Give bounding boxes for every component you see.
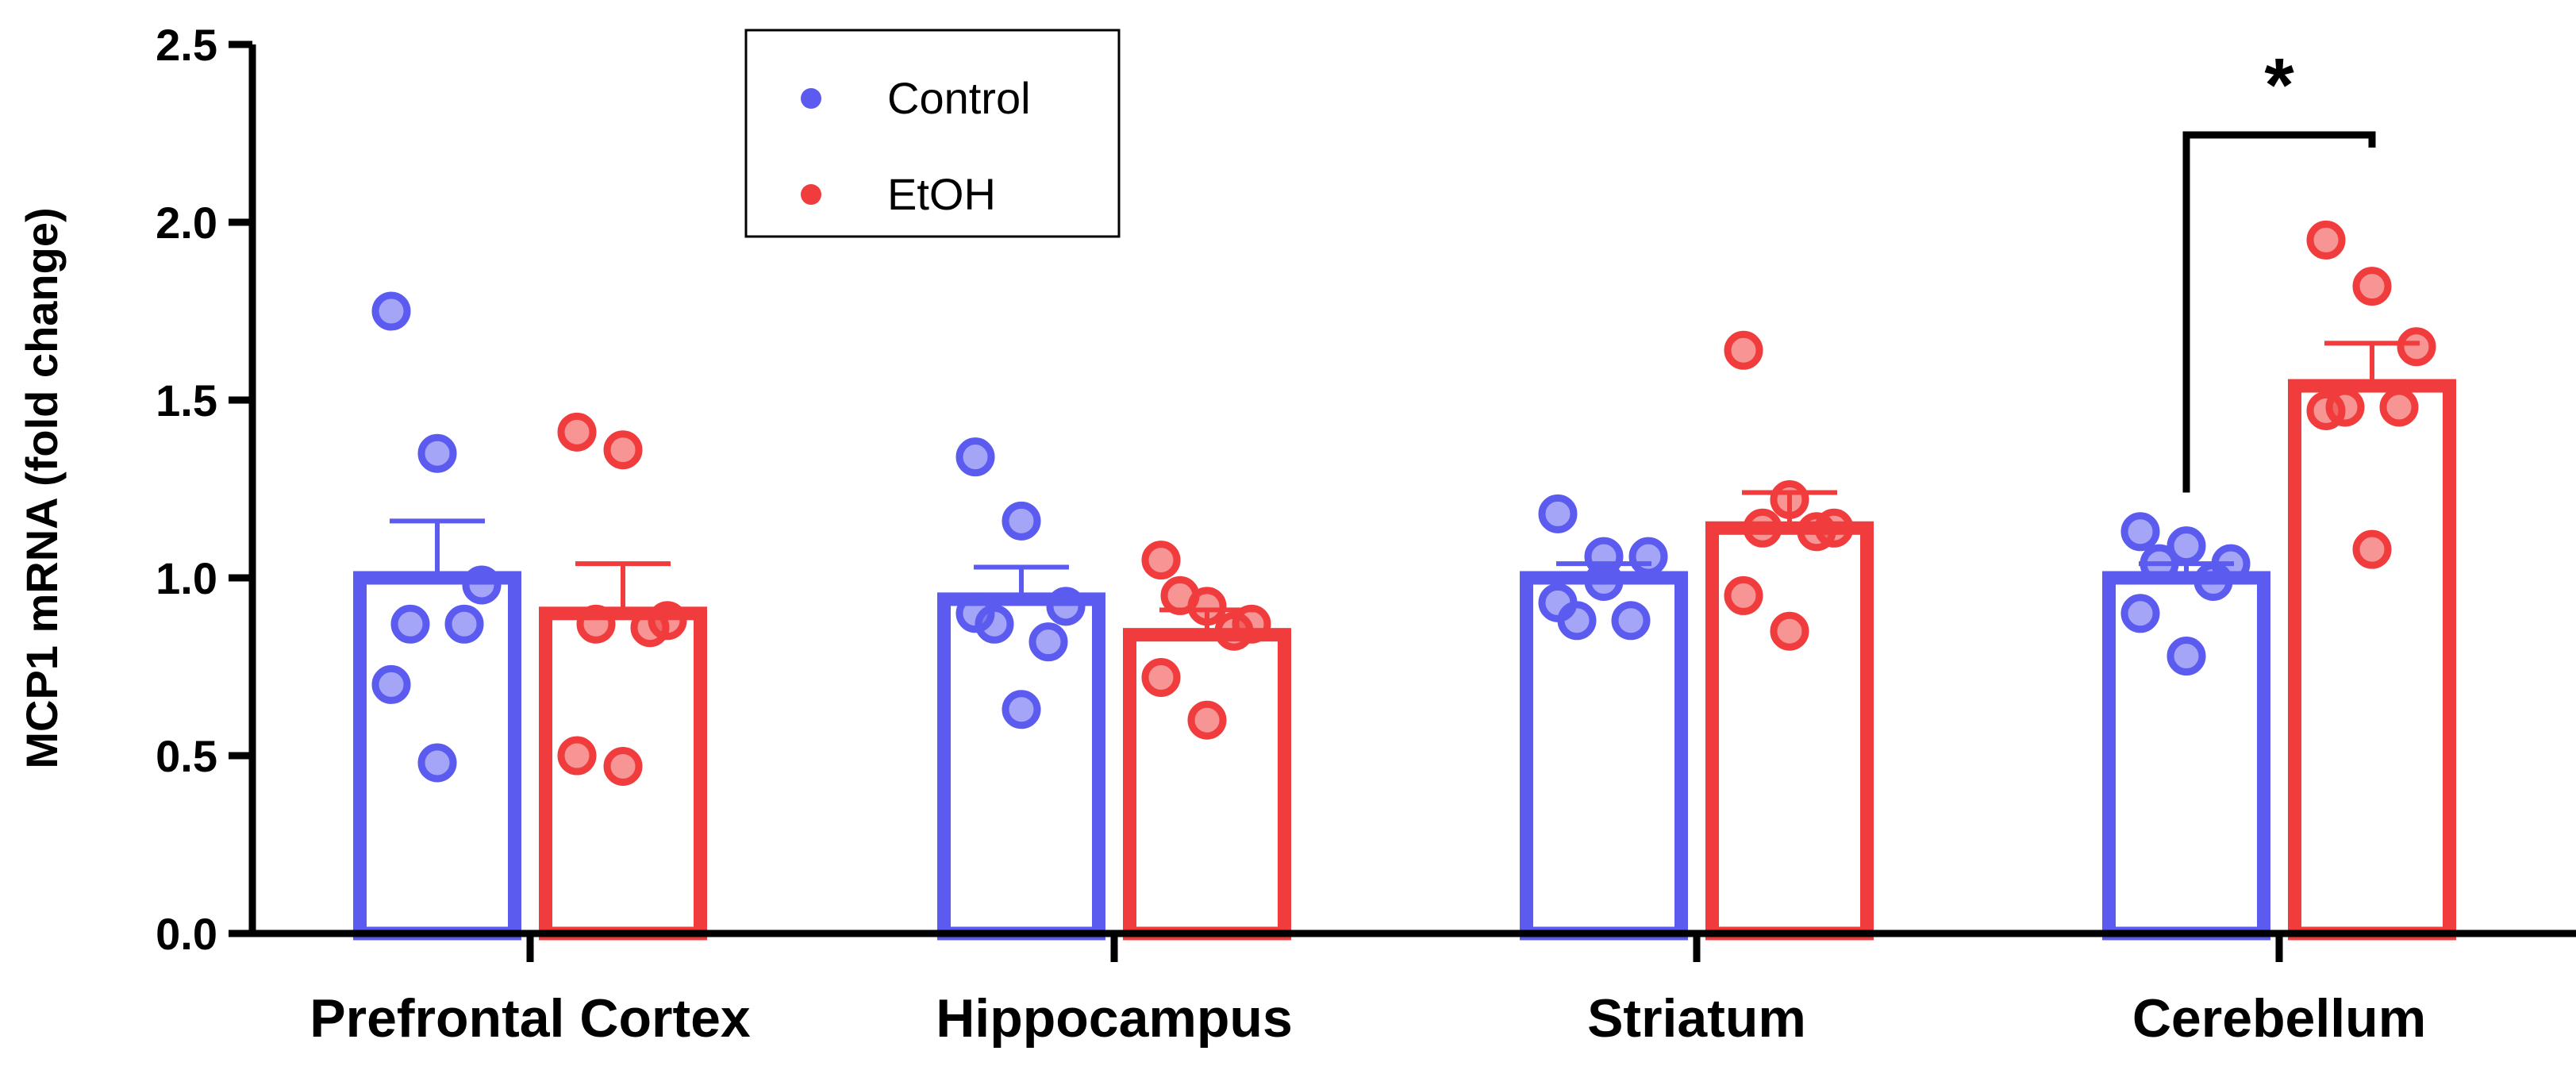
point-etoh — [1797, 512, 1836, 552]
point-etoh — [603, 746, 643, 786]
point-etoh — [1187, 700, 1227, 740]
point-control — [2120, 594, 2160, 633]
y-axis-label: MCP1 mRNA (fold change) — [17, 207, 67, 768]
point-control — [2193, 561, 2233, 601]
point-etoh — [2306, 391, 2346, 430]
data-points — [371, 220, 2436, 786]
x-tick-label: Prefrontal Cortex — [310, 988, 751, 1049]
point-control — [1611, 601, 1651, 641]
x-tick-label: Hippocampus — [936, 988, 1293, 1049]
bar-control-3 — [2102, 571, 2270, 941]
point-etoh — [1141, 541, 1181, 580]
legend-label-control: Control — [887, 73, 1031, 123]
point-etoh — [1214, 611, 1254, 651]
point-control — [1046, 587, 1086, 626]
point-etoh — [1743, 508, 1782, 548]
point-etoh — [557, 736, 597, 776]
legend-marker-etoh — [801, 184, 821, 205]
y-tick-label: 0.5 — [156, 731, 217, 781]
error-bars — [390, 341, 2420, 635]
point-etoh — [2306, 220, 2346, 260]
y-tick-label: 0.0 — [156, 909, 217, 959]
point-control — [1002, 501, 1041, 541]
point-etoh — [576, 604, 616, 644]
y-tick-label: 2.0 — [156, 198, 217, 248]
legend: Control EtOH — [744, 29, 1121, 238]
point-control — [417, 743, 457, 783]
bars — [353, 379, 2456, 941]
point-etoh — [603, 430, 643, 470]
point-control — [1628, 537, 1668, 576]
point-control — [371, 664, 411, 704]
point-etoh — [2352, 529, 2392, 569]
point-etoh — [557, 412, 597, 452]
significance-bracket — [2182, 131, 2376, 493]
point-control — [371, 291, 411, 331]
point-etoh — [1141, 657, 1181, 697]
point-control — [462, 565, 502, 605]
point-etoh — [1770, 611, 1809, 651]
point-control — [390, 604, 430, 644]
point-etoh — [2397, 327, 2436, 367]
significance-star: * — [2264, 43, 2294, 128]
point-etoh — [630, 608, 670, 648]
point-control — [1538, 494, 1578, 533]
legend-marker-control — [801, 88, 821, 109]
point-control — [1028, 622, 1068, 662]
axes — [248, 44, 2576, 937]
point-control — [2167, 637, 2206, 676]
point-control — [1538, 583, 1578, 622]
x-axis-labels: Prefrontal Cortex Hippocampus Striatum Cere… — [310, 933, 2426, 1049]
point-etoh — [2352, 267, 2392, 306]
y-axis-ticks: 0.0 0.5 1.0 1.5 2.0 2.5 — [156, 20, 252, 959]
bar-control-1 — [937, 592, 1105, 941]
y-tick-label: 1.5 — [156, 375, 217, 425]
point-etoh — [1160, 575, 1200, 615]
point-control — [955, 594, 995, 633]
x-tick-label: Striatum — [1587, 988, 1806, 1049]
point-etoh — [1724, 575, 1763, 615]
point-etoh — [2379, 387, 2419, 427]
significance-annotation: * — [2182, 43, 2376, 493]
point-control — [444, 604, 484, 644]
bar-control-2 — [1520, 571, 1688, 941]
x-tick-label: Cerebellum — [2132, 988, 2426, 1049]
point-etoh — [1724, 330, 1763, 370]
y-tick-label: 1.0 — [156, 553, 217, 603]
point-control — [2120, 512, 2160, 552]
point-control — [1002, 690, 1041, 729]
bar-etoh-3 — [2288, 379, 2456, 941]
legend-label-etoh: EtOH — [887, 169, 996, 219]
y-tick-label: 2.5 — [156, 20, 217, 70]
point-control — [955, 437, 995, 477]
point-control — [417, 433, 457, 473]
